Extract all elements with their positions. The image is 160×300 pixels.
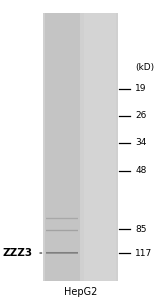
Bar [84, 13, 116, 281]
Text: 34: 34 [135, 138, 146, 147]
Text: 48: 48 [135, 167, 146, 176]
Bar [45, 13, 80, 281]
Text: 26: 26 [135, 111, 146, 120]
Text: 117: 117 [135, 248, 152, 257]
Text: ZZZ3: ZZZ3 [2, 248, 32, 258]
Text: 19: 19 [135, 84, 147, 93]
Text: 85: 85 [135, 225, 147, 234]
Text: HepG2: HepG2 [64, 287, 97, 297]
Text: (kD): (kD) [135, 63, 154, 72]
Bar [43, 13, 118, 281]
